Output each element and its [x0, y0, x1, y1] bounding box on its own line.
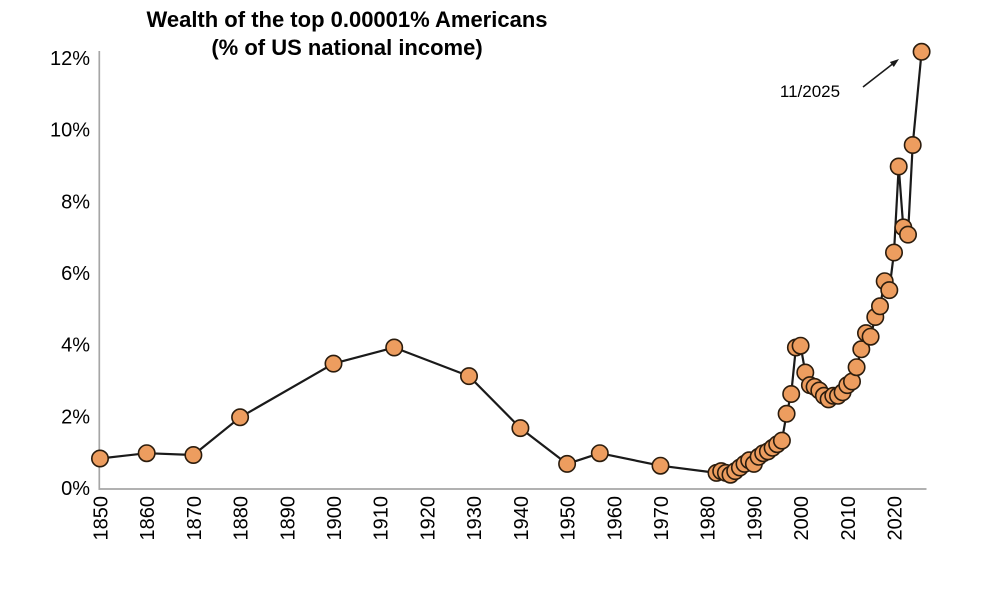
x-tick-label: 1940: [511, 496, 533, 541]
x-tick-label: 1970: [651, 496, 673, 541]
x-tick-label: 1860: [137, 496, 159, 541]
x-tick-label: 1950: [558, 496, 580, 541]
x-tick-label: 1870: [184, 496, 206, 541]
y-tick-label: 8%: [61, 191, 90, 213]
x-tick-label: 2000: [791, 496, 813, 541]
data-point-marker: [898, 225, 917, 244]
x-tick-label: 2020: [885, 496, 907, 541]
data-point-marker: [903, 136, 922, 155]
x-tick-label: 1920: [417, 496, 439, 541]
x-tick-label: 1930: [464, 496, 486, 541]
chart-title-line-1: Wealth of the top 0.00001% Americans: [146, 7, 547, 32]
y-tick-label: 10%: [50, 120, 90, 142]
series-line: [98, 50, 923, 476]
x-tick-label: 1890: [277, 496, 299, 541]
data-point-marker: [852, 340, 871, 359]
data-point-marker: [137, 444, 156, 463]
data-point-marker: [791, 336, 810, 355]
y-tick-label: 6%: [61, 263, 90, 285]
data-point-marker: [324, 354, 343, 373]
data-point-marker: [772, 431, 791, 450]
data-point-marker: [511, 419, 530, 438]
chart-title-line-2: (% of US national income): [211, 35, 482, 60]
data-point-marker: [231, 408, 250, 427]
y-tick-label: 0%: [61, 478, 90, 500]
data-point-marker: [184, 445, 203, 464]
y-tick-label: 4%: [61, 335, 90, 357]
x-tick-label: 1900: [324, 496, 346, 541]
data-point-marker: [912, 42, 931, 61]
annotation-arrow-line: [862, 63, 893, 88]
annotation-label: 11/2025: [780, 82, 840, 101]
axes: [98, 51, 927, 490]
y-tick-label: 12%: [50, 48, 90, 70]
data-point-marker: [782, 384, 801, 403]
x-tick-label: 1880: [231, 496, 253, 541]
x-tick-label: 1910: [371, 496, 393, 541]
data-point-marker: [889, 157, 908, 176]
data-point-marker: [861, 327, 880, 346]
x-tick-label: 1850: [91, 496, 113, 541]
annotation-arrow-head: [889, 59, 899, 67]
last-point-annotation: 11/2025: [780, 59, 899, 101]
x-axis-tick-labels: 1850 1860 1870 1880 1890 1900 1910 1920 1930 1940…: [91, 496, 907, 541]
data-point-marker: [558, 454, 577, 473]
data-series: [91, 42, 931, 484]
y-axis-tick-labels: 0% 2% 4% 6% 8% 10% 12%: [50, 48, 90, 500]
data-point-marker: [91, 449, 110, 468]
data-point-marker: [459, 367, 478, 386]
data-point-marker: [651, 456, 670, 475]
x-tick-label: 1990: [744, 496, 766, 541]
data-point-marker: [884, 243, 903, 262]
data-point-marker: [385, 338, 404, 357]
data-point-marker: [590, 444, 609, 463]
data-point-marker: [870, 297, 889, 316]
data-point-marker: [777, 404, 796, 423]
y-tick-label: 2%: [61, 406, 90, 428]
x-tick-label: 1960: [604, 496, 626, 541]
data-point-marker: [880, 281, 899, 300]
data-point-marker: [847, 358, 866, 377]
x-tick-label: 1980: [698, 496, 720, 541]
x-tick-label: 2010: [838, 496, 860, 541]
